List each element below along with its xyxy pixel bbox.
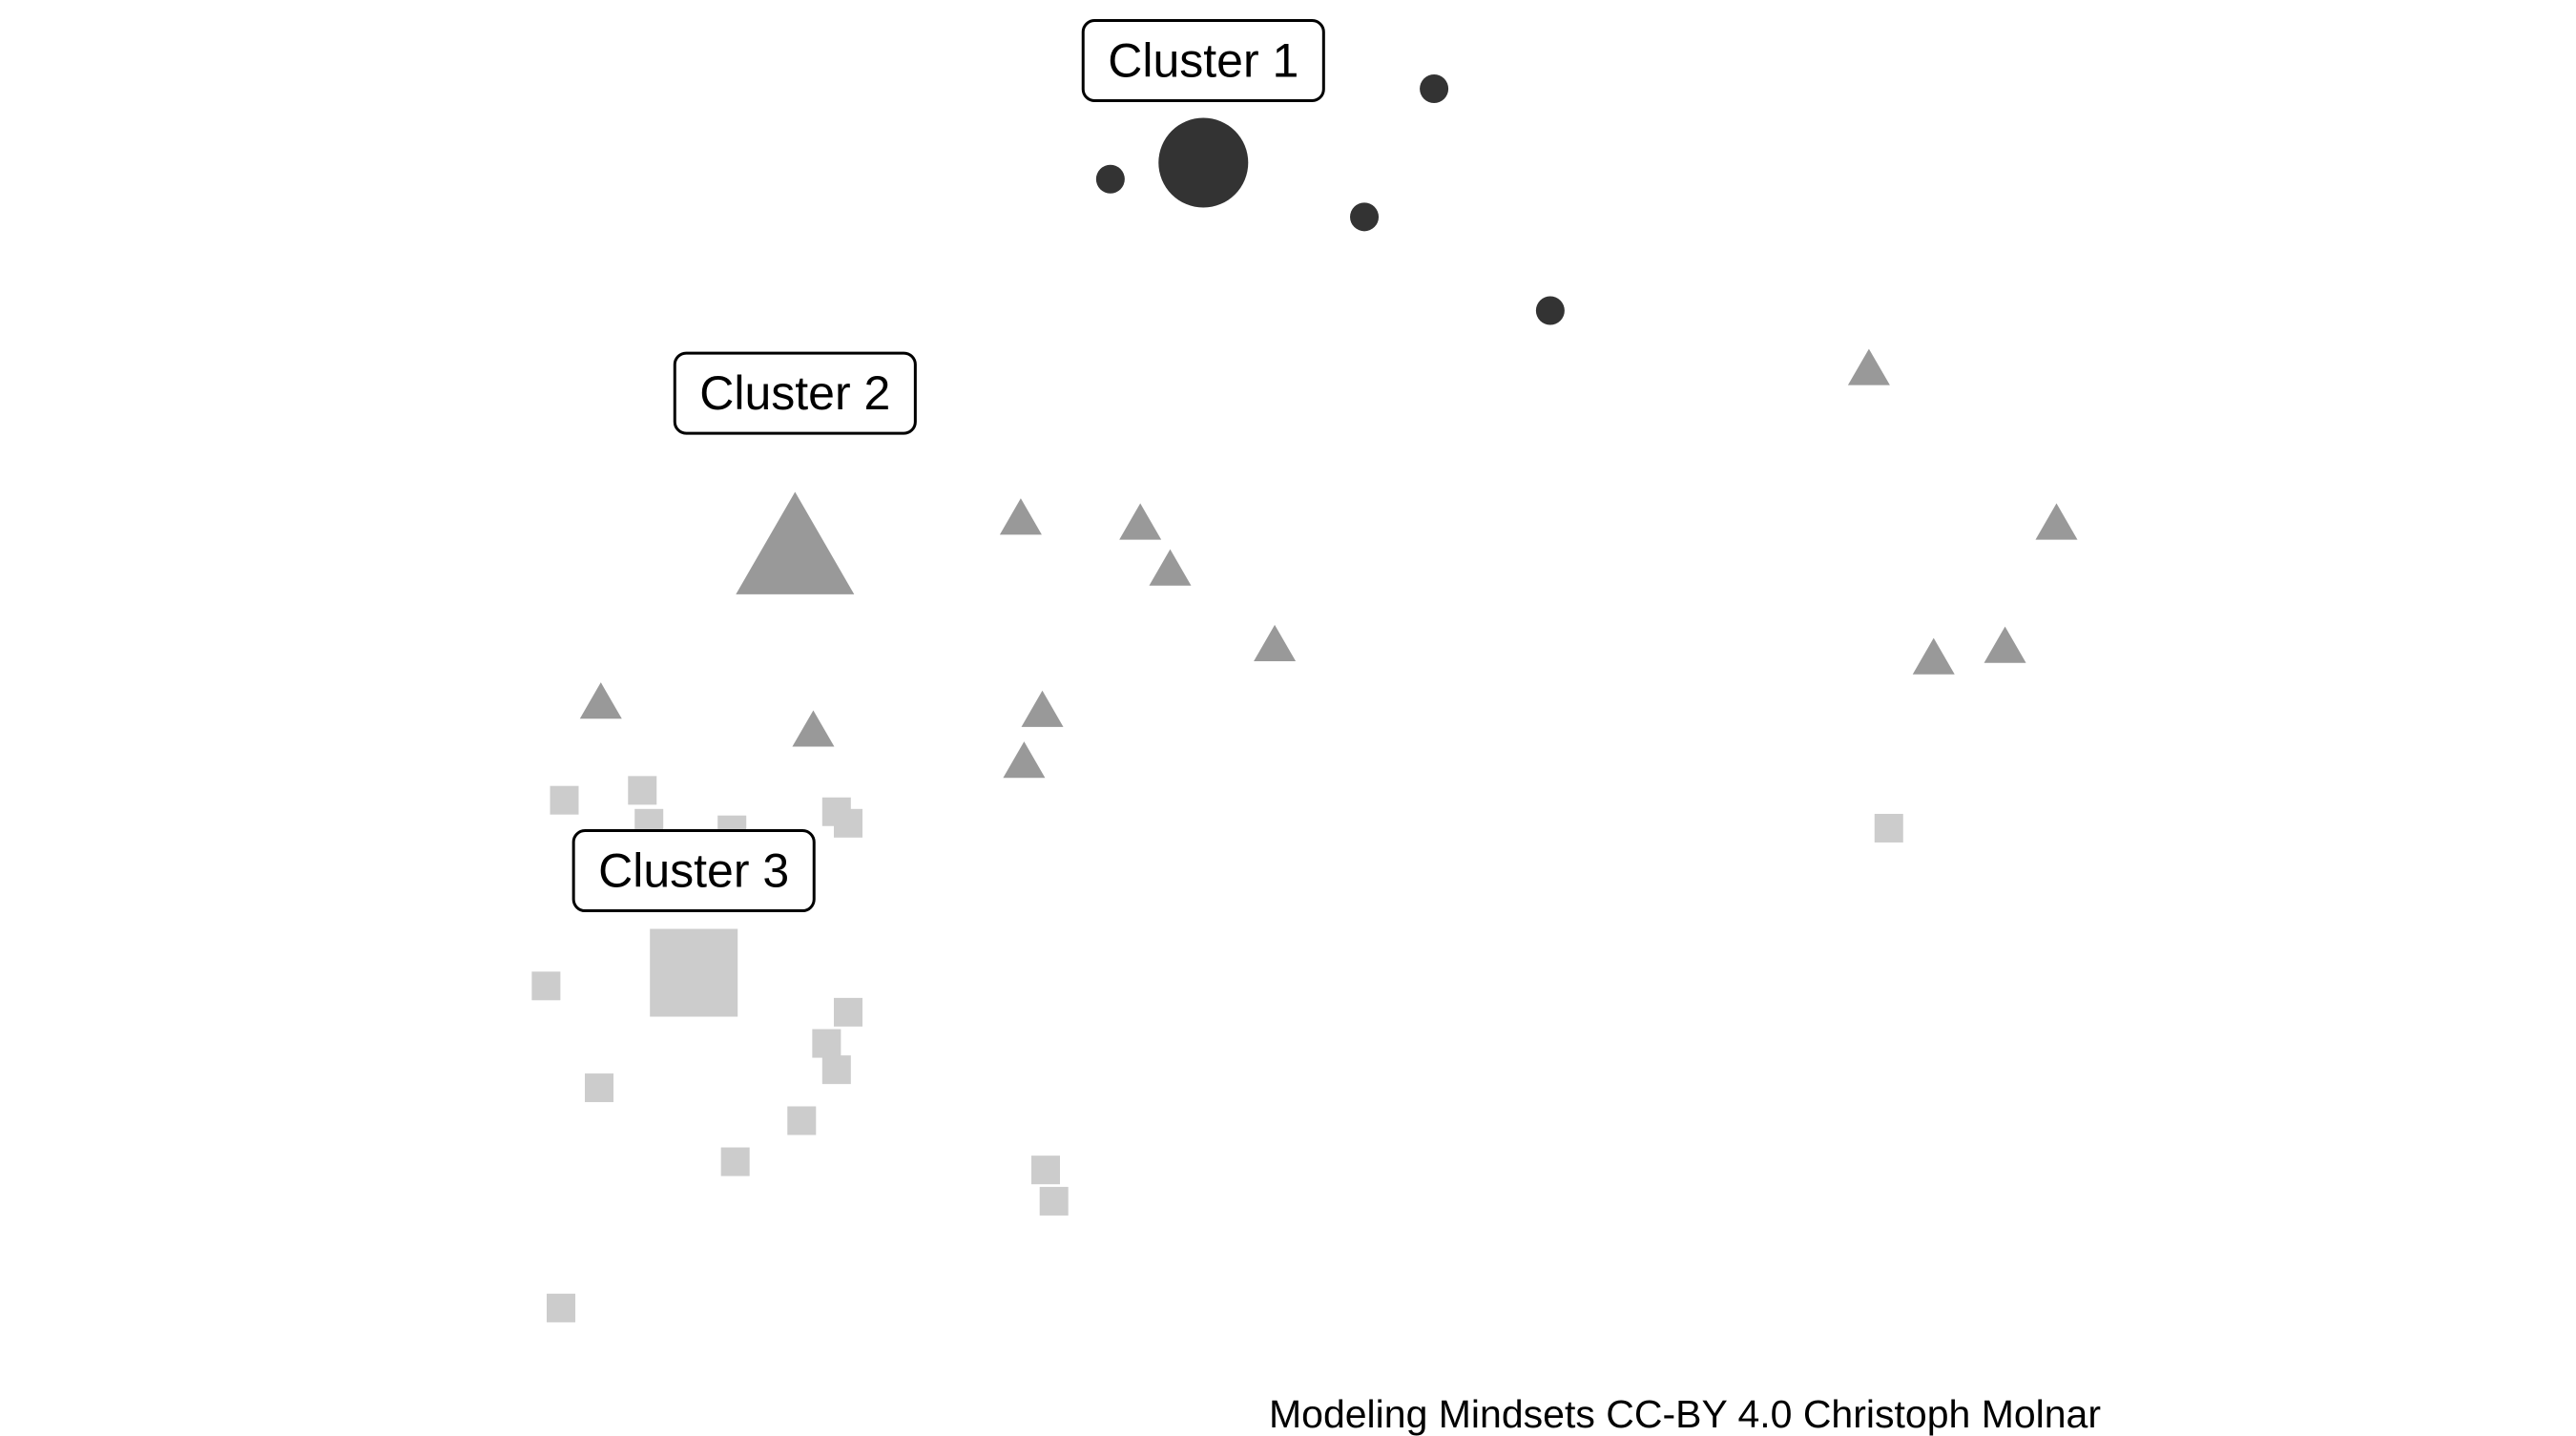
cluster-labels: Cluster 1 Cluster 2 Cluster 3	[571, 18, 1325, 913]
cluster-label-box	[1081, 18, 1325, 102]
cluster-3-point	[833, 808, 862, 838]
cluster-2-point	[999, 498, 1042, 535]
cluster-3-point	[550, 785, 579, 815]
cluster-3-point	[1039, 1186, 1069, 1216]
cluster-2-label: Cluster 2	[673, 351, 917, 435]
cluster-2-point	[1847, 348, 1890, 385]
cluster-label-box	[571, 829, 816, 913]
cluster-3-point	[585, 1073, 614, 1103]
cluster-3-centroid	[650, 928, 738, 1017]
cluster-2-point	[1149, 549, 1192, 586]
chart-marks	[531, 73, 2078, 1322]
cluster-3-label: Cluster 3	[571, 829, 816, 913]
cluster-2-point	[1119, 503, 1162, 540]
cluster-1-point	[1420, 73, 1449, 103]
cluster-label-box	[673, 351, 917, 435]
cluster-1-point	[1535, 296, 1565, 325]
cluster-2-point	[579, 682, 622, 719]
cluster-2-point	[1003, 741, 1046, 779]
cluster-3-point	[1031, 1155, 1061, 1185]
cluster-label-text: Cluster 3	[598, 844, 789, 898]
cluster-1-point	[1350, 202, 1380, 232]
cluster-label-text: Cluster 1	[1108, 33, 1298, 87]
cluster-3-point	[833, 997, 862, 1027]
cluster-2-point	[1254, 624, 1297, 662]
cluster-1-point	[1095, 164, 1125, 194]
cluster-2-point	[792, 710, 835, 747]
cluster-2-point	[1912, 637, 1955, 675]
cluster-3-point	[1874, 813, 1903, 843]
cluster-3-point	[531, 971, 561, 1001]
cluster-2-point	[2035, 503, 2078, 540]
cluster-1-label: Cluster 1	[1081, 18, 1325, 102]
cluster-3-point	[787, 1106, 817, 1135]
cluster-3-point	[720, 1147, 750, 1176]
cluster-3-point	[628, 776, 657, 805]
attribution-caption: Modeling Mindsets CC-BY 4.0 Christoph Mo…	[1269, 1392, 2102, 1436]
cluster-2-point	[1984, 626, 2026, 663]
cluster-3-point	[821, 1055, 851, 1085]
cluster-2-centroid	[736, 491, 855, 594]
cluster-3-point	[547, 1293, 576, 1322]
cluster-3-point	[812, 1029, 841, 1058]
cluster-label-text: Cluster 2	[699, 366, 890, 420]
cluster-2-point	[1021, 690, 1064, 727]
cluster-1-centroid	[1158, 117, 1249, 208]
